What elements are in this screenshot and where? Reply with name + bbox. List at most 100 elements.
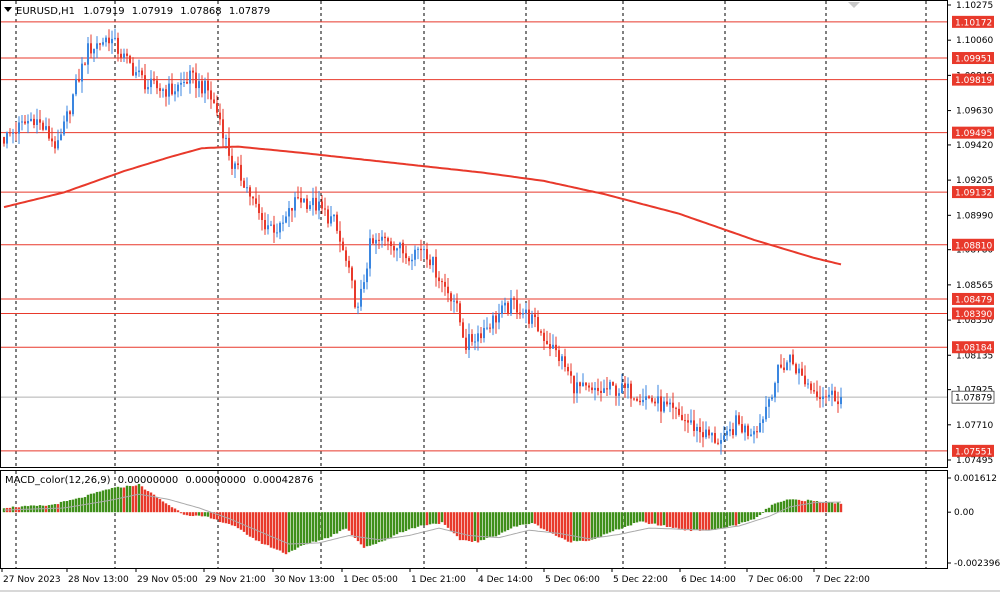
candle[interactable] bbox=[309, 201, 311, 211]
candle[interactable] bbox=[261, 207, 263, 231]
candle[interactable] bbox=[282, 215, 284, 232]
candle[interactable] bbox=[612, 381, 614, 387]
candle[interactable] bbox=[336, 211, 338, 234]
one-click-trading-arrow-icon[interactable] bbox=[848, 2, 860, 8]
candle[interactable] bbox=[15, 121, 17, 141]
candle[interactable] bbox=[426, 242, 428, 268]
candle[interactable] bbox=[552, 334, 554, 349]
candle[interactable] bbox=[561, 353, 563, 370]
candle[interactable] bbox=[69, 110, 71, 124]
candle[interactable] bbox=[432, 256, 434, 273]
candle[interactable] bbox=[513, 296, 515, 310]
candle[interactable] bbox=[81, 57, 83, 93]
candle[interactable] bbox=[630, 380, 632, 407]
candle[interactable] bbox=[345, 246, 347, 267]
candle[interactable] bbox=[255, 187, 257, 208]
candle[interactable] bbox=[180, 72, 182, 97]
candle[interactable] bbox=[582, 373, 584, 387]
candle[interactable] bbox=[51, 127, 53, 147]
candle[interactable] bbox=[90, 34, 92, 58]
candle[interactable] bbox=[474, 333, 476, 351]
candle[interactable] bbox=[516, 289, 518, 319]
candle[interactable] bbox=[804, 365, 806, 387]
candle[interactable] bbox=[138, 59, 140, 77]
candle[interactable] bbox=[78, 68, 80, 83]
candle[interactable] bbox=[648, 395, 650, 400]
candle[interactable] bbox=[201, 75, 203, 98]
candle[interactable] bbox=[729, 421, 731, 437]
candle[interactable] bbox=[219, 103, 221, 126]
candle[interactable] bbox=[483, 319, 485, 343]
candle[interactable] bbox=[735, 410, 737, 437]
candle[interactable] bbox=[267, 214, 269, 235]
candle[interactable] bbox=[399, 241, 401, 259]
candle[interactable] bbox=[840, 387, 842, 409]
candle[interactable] bbox=[693, 409, 695, 437]
candle[interactable] bbox=[633, 397, 635, 401]
candle[interactable] bbox=[519, 303, 521, 319]
candle[interactable] bbox=[126, 48, 128, 64]
candle[interactable] bbox=[723, 426, 725, 442]
candle[interactable] bbox=[174, 84, 176, 102]
candle[interactable] bbox=[216, 95, 218, 117]
candle[interactable] bbox=[711, 432, 713, 443]
candle[interactable] bbox=[411, 253, 413, 271]
candle[interactable] bbox=[24, 114, 26, 125]
candle[interactable] bbox=[39, 109, 41, 130]
candle[interactable] bbox=[627, 377, 629, 399]
candle[interactable] bbox=[525, 303, 527, 324]
candle[interactable] bbox=[720, 432, 722, 455]
candle[interactable] bbox=[606, 377, 608, 397]
candle[interactable] bbox=[111, 30, 113, 54]
candle[interactable] bbox=[498, 303, 500, 330]
candle[interactable] bbox=[405, 245, 407, 265]
candle[interactable] bbox=[759, 414, 761, 433]
candle[interactable] bbox=[165, 84, 167, 107]
candle[interactable] bbox=[489, 323, 491, 333]
candle[interactable] bbox=[324, 197, 326, 216]
candle[interactable] bbox=[738, 412, 740, 426]
candle[interactable] bbox=[246, 177, 248, 193]
candle[interactable] bbox=[297, 186, 299, 200]
candle[interactable] bbox=[741, 416, 743, 434]
candle[interactable] bbox=[567, 363, 569, 376]
candle[interactable] bbox=[615, 383, 617, 406]
candle[interactable] bbox=[93, 48, 95, 63]
candle[interactable] bbox=[204, 77, 206, 104]
candle[interactable] bbox=[114, 28, 116, 41]
candle[interactable] bbox=[678, 402, 680, 417]
candle[interactable] bbox=[189, 65, 191, 94]
candle[interactable] bbox=[33, 114, 35, 129]
candle[interactable] bbox=[681, 406, 683, 421]
candle[interactable] bbox=[45, 117, 47, 131]
candle[interactable] bbox=[423, 245, 425, 259]
candle[interactable] bbox=[387, 236, 389, 251]
candle[interactable] bbox=[210, 81, 212, 109]
candle[interactable] bbox=[507, 300, 509, 316]
candle[interactable] bbox=[732, 422, 734, 439]
candle[interactable] bbox=[162, 87, 164, 98]
candle[interactable] bbox=[762, 416, 764, 433]
price-pane[interactable] bbox=[0, 0, 948, 468]
candle[interactable] bbox=[57, 129, 59, 151]
candle[interactable] bbox=[384, 232, 386, 247]
candle[interactable] bbox=[192, 67, 194, 84]
candle[interactable] bbox=[234, 161, 236, 178]
candle[interactable] bbox=[837, 391, 839, 413]
candle[interactable] bbox=[243, 177, 245, 188]
candle[interactable] bbox=[780, 354, 782, 369]
candle[interactable] bbox=[636, 396, 638, 402]
candle[interactable] bbox=[135, 66, 137, 79]
candle[interactable] bbox=[531, 310, 533, 328]
candle[interactable] bbox=[657, 384, 659, 412]
candle[interactable] bbox=[801, 361, 803, 376]
candle[interactable] bbox=[528, 300, 530, 329]
candle[interactable] bbox=[63, 115, 65, 136]
candle[interactable] bbox=[753, 425, 755, 444]
candle[interactable] bbox=[12, 128, 14, 144]
candle[interactable] bbox=[624, 375, 626, 398]
candle[interactable] bbox=[276, 223, 278, 238]
candle[interactable] bbox=[303, 198, 305, 203]
candle[interactable] bbox=[66, 105, 68, 129]
candle[interactable] bbox=[357, 302, 359, 315]
